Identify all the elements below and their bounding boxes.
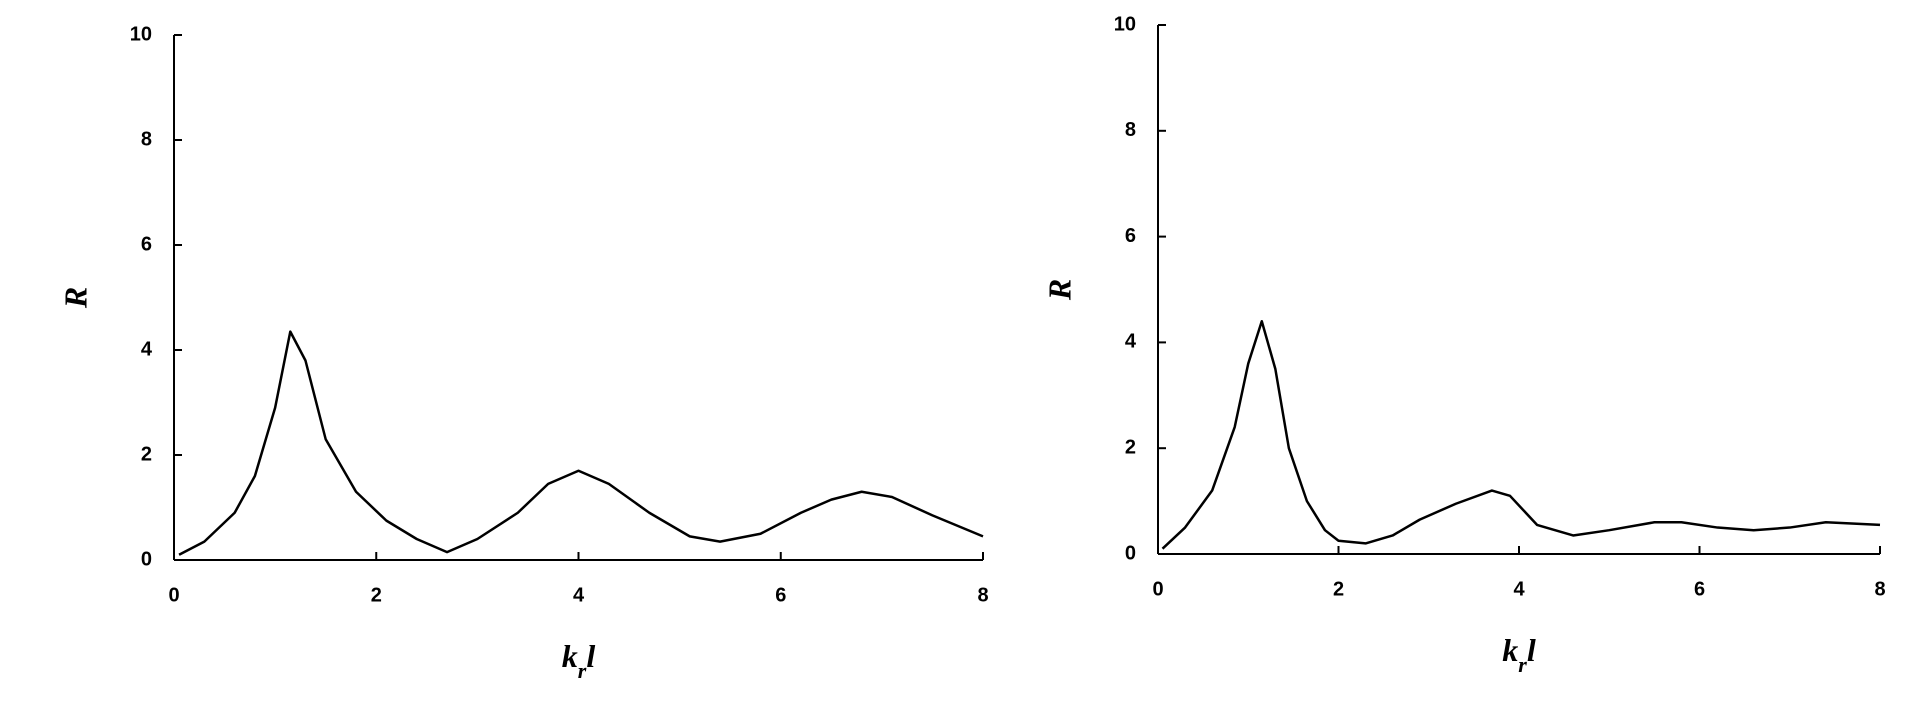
x-axis-label-part: l	[1527, 632, 1536, 668]
y-tick-label: 2	[1125, 436, 1136, 458]
x-tick-label: 8	[1874, 578, 1885, 600]
y-tick-label: 10	[1114, 13, 1136, 35]
y-tick-label: 10	[130, 23, 152, 45]
y-tick-label: 0	[1125, 542, 1136, 564]
y-tick-label: 0	[141, 548, 152, 570]
x-tick-label: 6	[775, 584, 786, 606]
x-axis-label: krl	[562, 638, 596, 682]
line-series	[178, 330, 984, 556]
x-axis-label-part: r	[1518, 652, 1527, 677]
x-tick-label: 8	[977, 584, 988, 606]
y-tick-label: 4	[141, 338, 153, 360]
x-tick-label: 0	[1152, 578, 1163, 600]
x-axis-label-part: l	[586, 638, 595, 674]
y-axis-label: R	[57, 287, 93, 309]
x-tick-label: 2	[1333, 578, 1344, 600]
y-tick-label: 2	[141, 443, 152, 465]
y-tick-label: 4	[1125, 331, 1137, 353]
x-tick-label: 2	[371, 584, 382, 606]
x-tick-label: 0	[168, 584, 179, 606]
x-axis-label-part: r	[578, 658, 587, 683]
x-tick-label: 4	[1513, 578, 1525, 600]
y-tick-label: 6	[1125, 225, 1136, 247]
x-axis-label-part: k	[1502, 632, 1518, 668]
line-series	[1161, 319, 1881, 550]
y-axis-label: R	[1041, 279, 1077, 301]
x-axis-label: krl	[1502, 632, 1536, 676]
x-tick-label: 4	[573, 584, 585, 606]
x-tick-label: 6	[1694, 578, 1705, 600]
y-tick-label: 8	[1125, 119, 1136, 141]
y-tick-label: 8	[141, 128, 152, 150]
x-axis-label-part: k	[562, 638, 578, 674]
y-tick-label: 6	[141, 233, 152, 255]
